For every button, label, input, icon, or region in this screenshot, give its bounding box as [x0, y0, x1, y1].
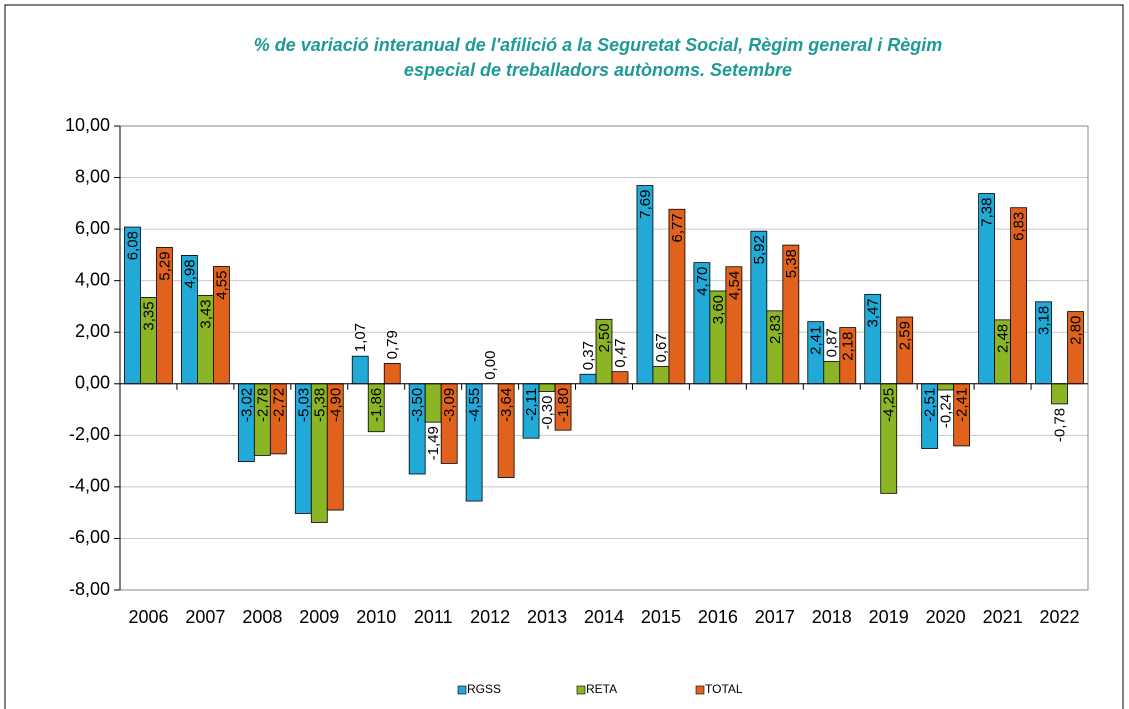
value-label: -4,55: [466, 388, 483, 422]
x-tick-label: 2018: [812, 607, 852, 627]
value-label: 4,54: [726, 271, 743, 300]
value-label: 2,59: [897, 321, 914, 350]
value-label: 6,83: [1011, 212, 1028, 241]
bar: [351, 355, 369, 385]
y-tick-label: -4,00: [69, 476, 110, 496]
value-label: -0,24: [938, 394, 955, 428]
y-tick-label: -6,00: [69, 527, 110, 547]
x-tick-label: 2010: [356, 607, 396, 627]
x-tick-label: 2014: [584, 607, 624, 627]
value-label: 0,00: [482, 351, 499, 380]
value-label: 0,47: [612, 338, 629, 367]
x-tick-label: 2022: [1040, 607, 1080, 627]
value-label: 5,38: [783, 249, 800, 278]
value-label: 0,37: [580, 341, 597, 370]
value-label: 2,83: [767, 315, 784, 344]
value-label: 4,70: [694, 267, 711, 296]
legend-swatch: [695, 685, 705, 695]
value-label: -3,64: [498, 388, 515, 422]
x-tick-label: 2006: [128, 607, 168, 627]
x-tick-label: 2017: [755, 607, 795, 627]
x-tick-label: 2019: [869, 607, 909, 627]
value-label: -1,49: [425, 426, 442, 460]
bar: [823, 360, 841, 385]
value-label: -2,41: [954, 388, 971, 422]
value-label: -4,25: [881, 388, 898, 422]
value-label: 2,50: [596, 323, 613, 352]
value-label: -3,50: [409, 388, 426, 422]
value-label: -1,86: [368, 388, 385, 422]
y-tick-label: 6,00: [75, 218, 110, 238]
value-label: 0,87: [824, 328, 841, 357]
bar: [937, 383, 955, 391]
x-tick-label: 2013: [527, 607, 567, 627]
value-label: 2,41: [808, 326, 825, 355]
value-label: 3,35: [140, 301, 157, 330]
bar: [579, 373, 597, 385]
value-label: -4,90: [327, 388, 344, 422]
bar: [424, 383, 442, 423]
value-label: 2,18: [840, 332, 857, 361]
value-label: -0,78: [1051, 408, 1068, 442]
value-label: 3,47: [865, 298, 882, 327]
value-label: -3,09: [441, 388, 458, 422]
value-label: 6,77: [669, 213, 686, 242]
value-label: -5,38: [311, 388, 328, 422]
value-label: 3,18: [1035, 306, 1052, 335]
value-label: 5,29: [156, 251, 173, 280]
x-tick-label: 2012: [470, 607, 510, 627]
value-label: 2,80: [1067, 316, 1084, 345]
x-tick-label: 2011: [414, 607, 453, 627]
legend-label: RGSS: [467, 682, 501, 696]
y-tick-label: 2,00: [75, 321, 110, 341]
x-tick-label: 2008: [242, 607, 282, 627]
bar: [652, 366, 670, 385]
y-tick-label: -2,00: [69, 424, 110, 444]
x-tick-label: 2007: [185, 607, 225, 627]
value-label: 3,60: [710, 295, 727, 324]
chart-title: % de variació interanual de l'afilició a…: [254, 35, 943, 55]
value-label: 6,08: [124, 231, 141, 260]
value-label: 0,67: [653, 333, 670, 362]
value-label: -0,30: [539, 396, 556, 430]
x-tick-label: 2021: [983, 607, 1023, 627]
y-tick-label: 10,00: [65, 115, 110, 135]
value-label: 4,55: [213, 270, 230, 299]
chart-title: especial de treballadors autònoms. Setem…: [404, 60, 792, 80]
chart-frame: [4, 4, 1124, 709]
legend-swatch: [576, 685, 586, 695]
value-label: -1,80: [555, 388, 572, 422]
x-tick-label: 2016: [698, 607, 738, 627]
x-tick-label: 2015: [641, 607, 681, 627]
value-label: 5,92: [751, 235, 768, 264]
bar: [1051, 383, 1068, 405]
value-label: -2,72: [270, 388, 287, 422]
legend-label: TOTAL: [705, 682, 743, 696]
legend-swatch: [457, 685, 467, 695]
legend-label: RETA: [586, 682, 617, 696]
x-tick-label: 2020: [926, 607, 966, 627]
y-tick-label: -8,00: [69, 579, 110, 599]
value-label: 7,38: [979, 198, 996, 227]
value-label: -2,51: [922, 388, 939, 422]
value-label: -2,11: [523, 388, 540, 421]
bar: [611, 371, 629, 385]
y-tick-label: 8,00: [75, 166, 110, 186]
bar: [383, 363, 401, 385]
value-label: 4,98: [181, 259, 198, 288]
y-tick-label: 0,00: [75, 373, 110, 393]
value-label: 3,43: [197, 299, 214, 328]
value-label: 2,48: [995, 324, 1012, 353]
value-label: -2,78: [254, 388, 271, 422]
value-label: -5,03: [295, 388, 312, 422]
value-label: 0,79: [384, 330, 401, 359]
value-label: 1,07: [352, 323, 369, 352]
value-label: -3,02: [238, 388, 255, 422]
value-label: 7,69: [637, 190, 654, 219]
y-tick-label: 4,00: [75, 269, 110, 289]
x-tick-label: 2009: [299, 607, 339, 627]
bar: [538, 383, 556, 392]
